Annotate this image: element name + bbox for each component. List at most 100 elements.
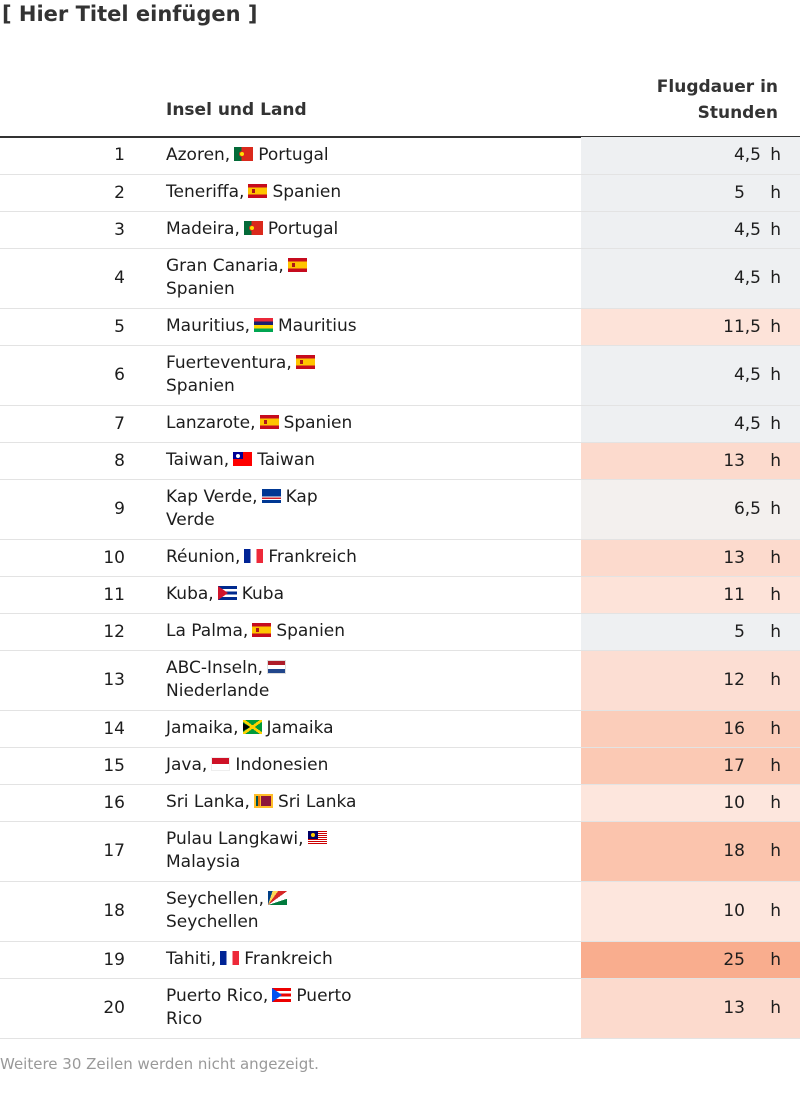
rank-number: 2 <box>114 182 125 203</box>
rank-number: 19 <box>103 949 125 970</box>
flag-icon-cv <box>261 489 281 503</box>
island-country-text: Jamaika, Jamaika <box>166 717 366 740</box>
island-cell: Kuba, Kuba <box>125 576 581 614</box>
island-cell: Teneriffa, Spanien <box>125 174 581 212</box>
data-table: 1 Azoren, Portugal 4,5 h 2 Teneriffa, Spanien 5 h… <box>0 137 800 1039</box>
duration-number: 5 <box>734 182 745 203</box>
island-cell: Taiwan, Taiwan <box>125 442 581 480</box>
duration-unit: h <box>770 792 781 813</box>
column-header-duration[interactable]: Flugdauer in Stunden <box>656 77 778 123</box>
duration-value: 6,5 h <box>581 499 800 519</box>
duration-cell: 4,5 h <box>581 248 800 309</box>
island-country-text: Kap Verde, Kap Verde <box>166 486 366 532</box>
page-title: [ Hier Titel einfügen ] <box>2 2 258 26</box>
rank-cell: 3 <box>0 211 125 249</box>
rank-number: 12 <box>103 621 125 642</box>
rank-cell: 4 <box>0 248 125 309</box>
flag-icon-es <box>248 184 268 198</box>
country-name: Frankreich <box>244 949 333 969</box>
rank-number: 1 <box>114 145 125 166</box>
island-cell: Pulau Langkawi, Malaysia <box>125 821 581 882</box>
table-row: 17 Pulau Langkawi, Malaysia 18 h <box>0 821 800 882</box>
duration-number: 25 <box>723 949 745 970</box>
duration-unit: h <box>770 219 781 240</box>
country-name: Jamaika <box>266 718 334 738</box>
flag-icon-fr <box>220 951 240 965</box>
flag-icon-tw <box>233 452 253 466</box>
duration-number: 4,5 <box>733 365 761 385</box>
duration-value: 13 h <box>581 998 800 1018</box>
duration-number: 12 <box>723 670 745 690</box>
flag-icon-es <box>295 355 315 369</box>
rank-number: 20 <box>103 998 125 1018</box>
table-body: 1 Azoren, Portugal 4,5 h 2 Teneriffa, Spanien 5 h… <box>0 137 800 1039</box>
duration-unit: h <box>770 365 781 385</box>
country-name: Kap Verde <box>166 487 318 530</box>
country-name: Sri Lanka <box>277 792 357 812</box>
flag-icon-pt <box>234 146 254 161</box>
duration-number: 18 <box>723 841 745 861</box>
duration-number: 16 <box>723 718 745 739</box>
flag-icon-mu <box>254 318 273 332</box>
island-cell: Kap Verde, Kap Verde <box>125 479 581 540</box>
rank-cell: 9 <box>0 479 125 540</box>
duration-value: 16 h <box>581 719 800 739</box>
table-row: 6 Fuerteventura, Spanien 4,5 h <box>0 345 800 406</box>
duration-number: 4,5 <box>733 145 761 166</box>
island-cell: Lanzarote, Spanien <box>125 405 581 443</box>
island-cell: Java, Indonesien <box>125 747 581 785</box>
island-name: Pulau Langkawi, <box>166 829 304 849</box>
duration-value: 10 h <box>581 901 800 921</box>
duration-number: 5 <box>734 621 745 642</box>
country-name: Niederlande <box>166 681 270 701</box>
rank-number: 18 <box>103 901 125 921</box>
table-row: 12 La Palma, Spanien 5 h <box>0 613 800 651</box>
duration-value: 25 h <box>581 950 800 970</box>
island-name: Madeira, <box>166 219 240 239</box>
rank-cell: 6 <box>0 345 125 406</box>
island-cell: ABC-Inseln, Niederlande <box>125 650 581 711</box>
flag-icon-fr <box>244 549 264 563</box>
island-country-text: Réunion, Frankreich <box>166 546 366 569</box>
country-name: Spanien <box>272 182 342 202</box>
flag-icon-nl <box>267 660 287 674</box>
island-name: Java, <box>166 755 208 775</box>
country-name: Malaysia <box>166 852 241 872</box>
rank-cell: 17 <box>0 821 125 882</box>
rank-number: 9 <box>114 499 125 519</box>
island-country-text: La Palma, Spanien <box>166 620 366 643</box>
duration-number: 11,5 <box>723 316 761 337</box>
rank-number: 15 <box>103 755 125 776</box>
rank-cell: 11 <box>0 576 125 614</box>
duration-number: 13 <box>723 998 745 1018</box>
duration-unit: h <box>770 998 781 1018</box>
rank-number: 11 <box>103 584 125 605</box>
rank-number: 13 <box>103 670 125 690</box>
island-name: Kap Verde, <box>166 487 258 507</box>
table-row: 9 Kap Verde, Kap Verde 6,5 h <box>0 479 800 540</box>
country-name: Spanien <box>283 413 353 433</box>
duration-unit: h <box>770 841 781 861</box>
island-country-text: Puerto Rico, Puerto Rico <box>166 985 366 1031</box>
duration-value: 10 h <box>581 793 800 813</box>
duration-value: 4,5 h <box>581 414 800 434</box>
duration-unit: h <box>770 182 781 203</box>
column-header-island[interactable]: Insel und Land <box>166 100 307 120</box>
island-country-text: Java, Indonesien <box>166 754 366 777</box>
duration-unit: h <box>770 499 781 519</box>
rank-cell: 12 <box>0 613 125 651</box>
table-row: 10 Réunion, Frankreich 13 h <box>0 539 800 577</box>
duration-cell: 11,5 h <box>581 308 800 346</box>
island-cell: Seychellen, Seychellen <box>125 881 581 942</box>
island-cell: Tahiti, Frankreich <box>125 941 581 979</box>
flag-icon-jm <box>242 720 262 734</box>
duration-cell: 13 h <box>581 539 800 577</box>
duration-unit: h <box>770 268 781 288</box>
duration-cell: 10 h <box>581 881 800 942</box>
table-row: 5 Mauritius, Mauritius 11,5 h <box>0 308 800 346</box>
country-name: Spanien <box>276 621 346 641</box>
rank-cell: 14 <box>0 710 125 748</box>
duration-unit: h <box>770 450 781 471</box>
duration-value: 13 h <box>581 451 800 471</box>
